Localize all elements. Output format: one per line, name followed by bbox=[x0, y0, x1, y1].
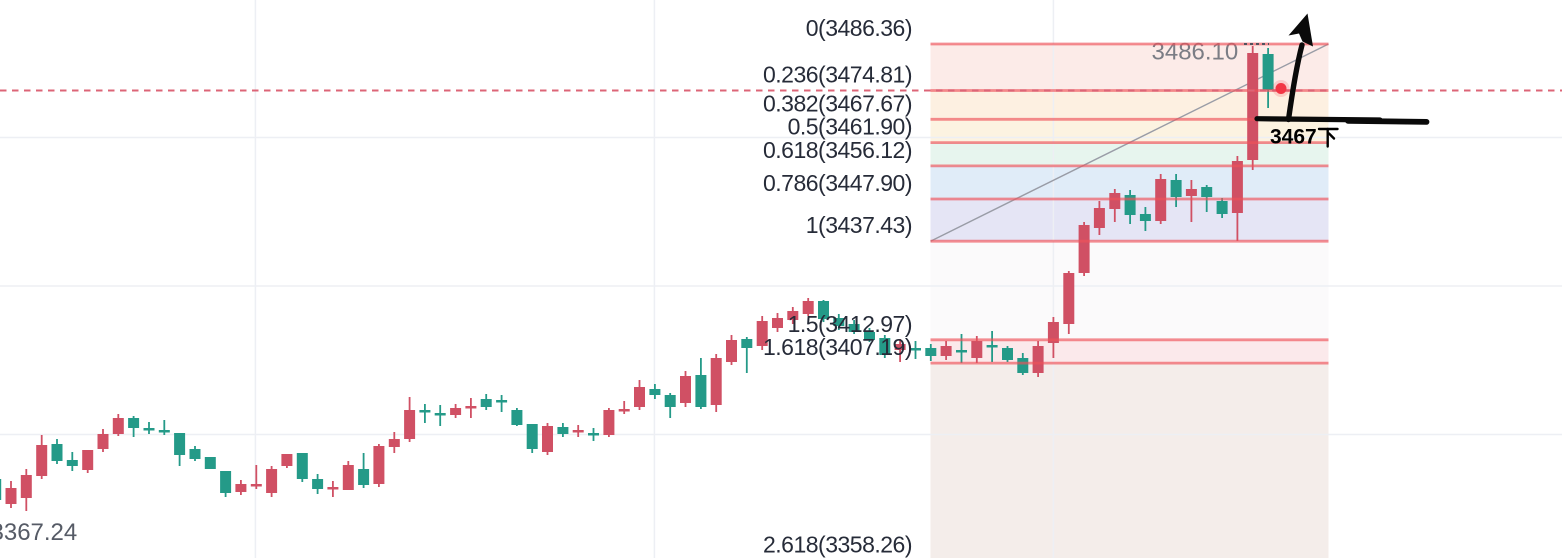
svg-text:3467: 3467 bbox=[1270, 126, 1317, 149]
svg-text:0(3486.36): 0(3486.36) bbox=[806, 15, 912, 41]
svg-text:0.5(3461.90): 0.5(3461.90) bbox=[788, 114, 912, 140]
svg-text:2.618(3358.26): 2.618(3358.26) bbox=[763, 531, 912, 557]
svg-text:3486.10: 3486.10 bbox=[1152, 39, 1239, 66]
svg-text:0.618(3456.12): 0.618(3456.12) bbox=[763, 137, 912, 163]
svg-text:0.786(3447.90): 0.786(3447.90) bbox=[763, 170, 912, 196]
svg-text:0.236(3474.81): 0.236(3474.81) bbox=[763, 62, 912, 88]
svg-text:1.5(3412.97): 1.5(3412.97) bbox=[788, 311, 912, 337]
svg-text:0.382(3467.67): 0.382(3467.67) bbox=[763, 90, 912, 116]
svg-text:3367.24: 3367.24 bbox=[0, 519, 77, 546]
svg-text:1(3437.43): 1(3437.43) bbox=[806, 212, 912, 238]
svg-text:1.618(3407.19): 1.618(3407.19) bbox=[763, 334, 912, 360]
